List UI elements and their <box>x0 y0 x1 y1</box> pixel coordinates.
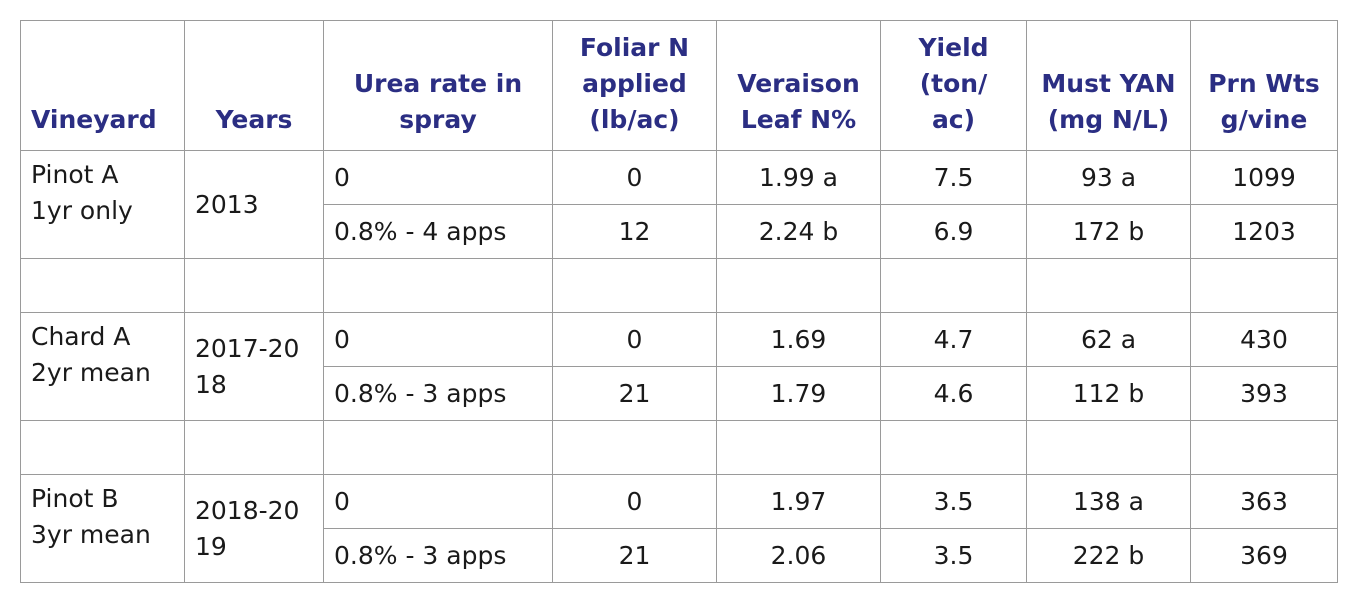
header-urea-rate: Urea rate in spray <box>323 20 553 151</box>
must-yan-cell: 172 b <box>1026 204 1191 259</box>
prn-wts-cell: 363 <box>1190 474 1338 529</box>
spacer-row <box>20 258 1338 313</box>
must-yan-cell: 93 a <box>1026 150 1191 205</box>
yield-cell: 4.7 <box>880 312 1027 367</box>
leaf-n-cell: 1.99 a <box>716 150 881 205</box>
empty-cell <box>1026 420 1191 475</box>
leaf-n-cell: 2.06 <box>716 528 881 583</box>
leaf-n-cell: 1.79 <box>716 366 881 421</box>
empty-cell <box>1026 258 1191 313</box>
foliar-n-cell: 21 <box>552 528 717 583</box>
empty-cell <box>184 420 324 475</box>
foliar-n-cell: 0 <box>552 150 717 205</box>
years-cell: 2013 <box>184 150 324 259</box>
must-yan-cell: 138 a <box>1026 474 1191 529</box>
urea-rate-cell: 0.8% - 3 apps <box>323 366 553 421</box>
prn-wts-cell: 430 <box>1190 312 1338 367</box>
empty-cell <box>716 420 881 475</box>
table-row: Chard A 2yr mean 2017-20 18 0 0 1.69 4.7… <box>20 312 1338 421</box>
foliar-n-cell: 0 <box>552 312 717 367</box>
header-row: Vineyard Years Urea rate in spray Foliar… <box>20 20 1338 151</box>
header-yield: Yield (ton/ ac) <box>880 20 1027 151</box>
empty-cell <box>880 258 1027 313</box>
trial-results-table: Vineyard Years Urea rate in spray Foliar… <box>20 20 1338 583</box>
yield-cell: 3.5 <box>880 528 1027 583</box>
empty-cell <box>552 258 717 313</box>
header-foliar-n: Foliar N applied (lb/ac) <box>552 20 717 151</box>
empty-cell <box>1190 420 1338 475</box>
must-yan-cell: 222 b <box>1026 528 1191 583</box>
urea-rate-cell: 0 <box>323 474 553 529</box>
spacer-row <box>20 420 1338 475</box>
urea-rate-cell: 0.8% - 4 apps <box>323 204 553 259</box>
leaf-n-cell: 1.69 <box>716 312 881 367</box>
empty-cell <box>20 258 185 313</box>
header-must-yan: Must YAN (mg N/L) <box>1026 20 1191 151</box>
vineyard-cell: Pinot B 3yr mean <box>20 474 185 583</box>
yield-cell: 6.9 <box>880 204 1027 259</box>
prn-wts-cell: 369 <box>1190 528 1338 583</box>
must-yan-cell: 62 a <box>1026 312 1191 367</box>
urea-rate-cell: 0 <box>323 312 553 367</box>
header-leaf-n: Veraison Leaf N% <box>716 20 881 151</box>
urea-rate-cell: 0 <box>323 150 553 205</box>
yield-cell: 3.5 <box>880 474 1027 529</box>
yield-cell: 4.6 <box>880 366 1027 421</box>
table-row: Pinot B 3yr mean 2018-20 19 0 0 1.97 3.5… <box>20 474 1338 583</box>
table-row: Pinot A 1yr only 2013 0 0 1.99 a 7.5 93 … <box>20 150 1338 259</box>
empty-cell <box>323 258 553 313</box>
vineyard-cell: Pinot A 1yr only <box>20 150 185 259</box>
vineyard-cell: Chard A 2yr mean <box>20 312 185 421</box>
empty-cell <box>552 420 717 475</box>
foliar-n-cell: 21 <box>552 366 717 421</box>
prn-wts-cell: 1203 <box>1190 204 1338 259</box>
urea-rate-cell: 0.8% - 3 apps <box>323 528 553 583</box>
header-vineyard: Vineyard <box>20 20 185 151</box>
leaf-n-cell: 1.97 <box>716 474 881 529</box>
prn-wts-cell: 1099 <box>1190 150 1338 205</box>
years-cell: 2018-20 19 <box>184 474 324 583</box>
must-yan-cell: 112 b <box>1026 366 1191 421</box>
empty-cell <box>323 420 553 475</box>
empty-cell <box>1190 258 1338 313</box>
table-row: 0.8% - 3 apps 21 1.79 4.6 112 b 393 <box>21 366 1338 421</box>
foliar-n-cell: 12 <box>552 204 717 259</box>
table-row: 0.8% - 3 apps 21 2.06 3.5 222 b 369 <box>21 528 1338 583</box>
leaf-n-cell: 2.24 b <box>716 204 881 259</box>
prn-wts-cell: 393 <box>1190 366 1338 421</box>
empty-cell <box>716 258 881 313</box>
empty-cell <box>20 420 185 475</box>
foliar-n-cell: 0 <box>552 474 717 529</box>
empty-cell <box>880 420 1027 475</box>
header-prn-wts: Prn Wts g/vine <box>1190 20 1338 151</box>
years-cell: 2017-20 18 <box>184 312 324 421</box>
header-years: Years <box>184 20 324 151</box>
yield-cell: 7.5 <box>880 150 1027 205</box>
empty-cell <box>184 258 324 313</box>
